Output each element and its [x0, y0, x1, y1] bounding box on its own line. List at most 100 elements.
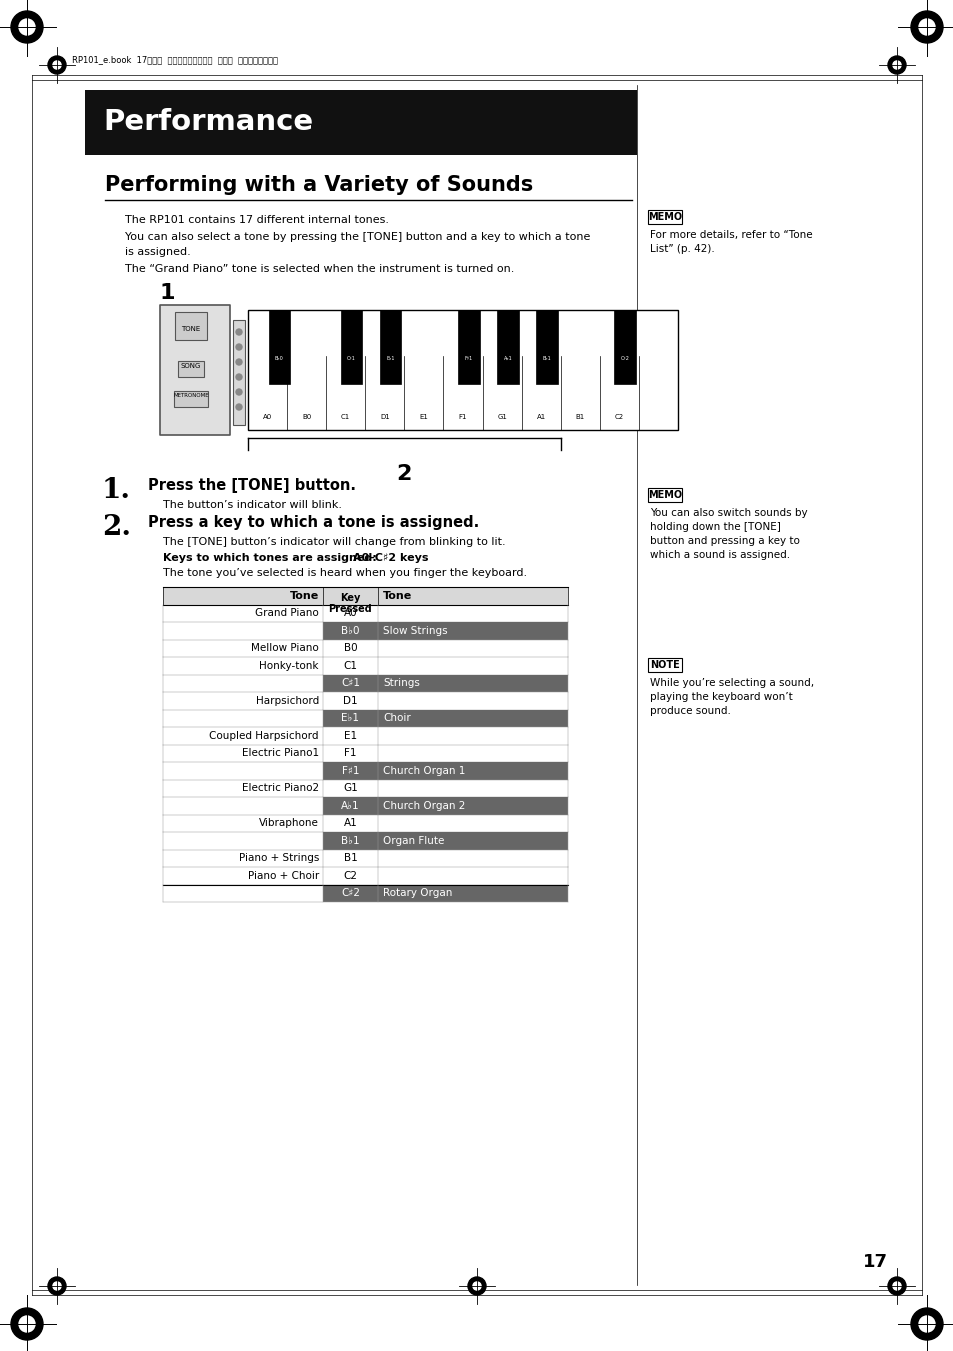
Circle shape	[235, 389, 242, 394]
Text: C2: C2	[343, 871, 357, 881]
Circle shape	[887, 1277, 905, 1296]
Circle shape	[910, 1308, 942, 1340]
Text: Church Organ 1: Church Organ 1	[382, 766, 465, 775]
Circle shape	[910, 11, 942, 43]
Circle shape	[53, 1282, 61, 1290]
Text: C♯1: C♯1	[340, 678, 359, 688]
Text: is assigned.: is assigned.	[125, 247, 191, 257]
Circle shape	[48, 55, 66, 74]
Text: Vibraphone: Vibraphone	[259, 819, 318, 828]
Bar	[323, 797, 567, 815]
Text: Tone: Tone	[290, 590, 318, 601]
Text: D1: D1	[379, 413, 389, 420]
Bar	[323, 709, 567, 727]
Text: F♯1: F♯1	[341, 766, 359, 775]
Text: METRONOME: METRONOME	[173, 393, 209, 399]
Text: A1: A1	[536, 413, 545, 420]
Text: C1: C1	[341, 413, 350, 420]
Text: C♯2: C♯2	[620, 355, 629, 361]
Bar	[174, 312, 207, 340]
Bar	[268, 309, 290, 385]
Text: Church Organ 2: Church Organ 2	[382, 801, 465, 811]
Text: Choir: Choir	[382, 713, 411, 723]
Circle shape	[235, 374, 242, 380]
Bar	[323, 674, 567, 692]
Text: Grand Piano: Grand Piano	[255, 608, 318, 619]
Text: 1.: 1.	[102, 477, 131, 504]
Text: F1: F1	[458, 413, 467, 420]
Circle shape	[887, 55, 905, 74]
Text: Press the [TONE] button.: Press the [TONE] button.	[148, 478, 355, 493]
Bar	[647, 488, 681, 503]
Circle shape	[468, 1277, 485, 1296]
Circle shape	[11, 1308, 43, 1340]
Text: Electric Piano1: Electric Piano1	[242, 748, 318, 758]
Text: B♭0: B♭0	[341, 626, 359, 636]
Circle shape	[19, 19, 35, 35]
Text: Organ Flute: Organ Flute	[382, 836, 444, 846]
Text: C♯1: C♯1	[347, 355, 355, 361]
Text: RP101_e.book  17ページ  ２００７年４月４日  水曜日  午前１１時５０分: RP101_e.book 17ページ ２００７年４月４日 水曜日 午前１１時５０…	[71, 55, 277, 65]
Text: C1: C1	[343, 661, 357, 670]
Text: F1: F1	[344, 748, 356, 758]
Text: E1: E1	[344, 731, 356, 740]
Text: Keys to which tones are assigned:: Keys to which tones are assigned:	[163, 553, 376, 563]
Text: Electric Piano2: Electric Piano2	[242, 784, 318, 793]
Text: You can also switch sounds by
holding down the [TONE]
button and pressing a key : You can also switch sounds by holding do…	[649, 508, 807, 561]
Circle shape	[235, 330, 242, 335]
Text: 2.: 2.	[102, 513, 131, 540]
Text: A♭1: A♭1	[503, 355, 512, 361]
Text: You can also select a tone by pressing the [TONE] button and a key to which a to: You can also select a tone by pressing t…	[125, 232, 590, 242]
Text: Press a key to which a tone is assigned.: Press a key to which a tone is assigned.	[148, 515, 478, 530]
Text: A♭1: A♭1	[341, 801, 359, 811]
Text: TONE: TONE	[181, 326, 200, 332]
Text: D1: D1	[343, 696, 357, 705]
Circle shape	[19, 1316, 35, 1332]
Text: E♭1: E♭1	[341, 713, 359, 723]
Bar	[173, 390, 208, 407]
Circle shape	[918, 1316, 934, 1332]
Text: While you’re selecting a sound,
playing the keyboard won’t
produce sound.: While you’re selecting a sound, playing …	[649, 678, 813, 716]
Text: Piano + Strings: Piano + Strings	[238, 854, 318, 863]
Circle shape	[918, 19, 934, 35]
Bar	[647, 658, 681, 671]
Text: MEMO: MEMO	[647, 490, 681, 500]
Text: 1: 1	[160, 282, 175, 303]
Text: B♭1: B♭1	[341, 836, 359, 846]
Bar	[614, 309, 636, 385]
Text: G1: G1	[343, 784, 357, 793]
Text: 2: 2	[396, 463, 412, 484]
Circle shape	[892, 1282, 900, 1290]
Bar	[340, 309, 362, 385]
Text: For more details, refer to “Tone
List” (p. 42).: For more details, refer to “Tone List” (…	[649, 230, 812, 254]
Circle shape	[53, 61, 61, 69]
Bar	[536, 309, 558, 385]
Text: The RP101 contains 17 different internal tones.: The RP101 contains 17 different internal…	[125, 215, 389, 226]
Bar	[85, 91, 637, 155]
Bar	[160, 305, 230, 435]
Circle shape	[11, 11, 43, 43]
Bar	[163, 586, 567, 604]
Text: Coupled Harpsichord: Coupled Harpsichord	[210, 731, 318, 740]
Text: Mellow Piano: Mellow Piano	[251, 643, 318, 654]
Circle shape	[235, 404, 242, 409]
Text: A0: A0	[263, 413, 272, 420]
Text: Performing with a Variety of Sounds: Performing with a Variety of Sounds	[105, 176, 533, 195]
Bar	[323, 762, 567, 780]
Bar	[323, 885, 567, 902]
Bar	[379, 309, 401, 385]
Text: B♭1: B♭1	[542, 355, 551, 361]
Text: Slow Strings: Slow Strings	[382, 626, 447, 636]
Bar	[647, 209, 681, 224]
Text: B1: B1	[343, 854, 357, 863]
Text: B♭0: B♭0	[274, 355, 283, 361]
Text: Performance: Performance	[103, 108, 313, 136]
Bar	[178, 361, 204, 377]
Text: The button’s indicator will blink.: The button’s indicator will blink.	[163, 500, 341, 509]
Text: MEMO: MEMO	[647, 212, 681, 222]
Text: Tone: Tone	[382, 590, 412, 601]
Text: C♯2: C♯2	[340, 888, 359, 898]
Circle shape	[48, 1277, 66, 1296]
Text: The [TONE] button’s indicator will change from blinking to lit.: The [TONE] button’s indicator will chang…	[163, 536, 505, 547]
Text: E♭1: E♭1	[386, 355, 395, 361]
